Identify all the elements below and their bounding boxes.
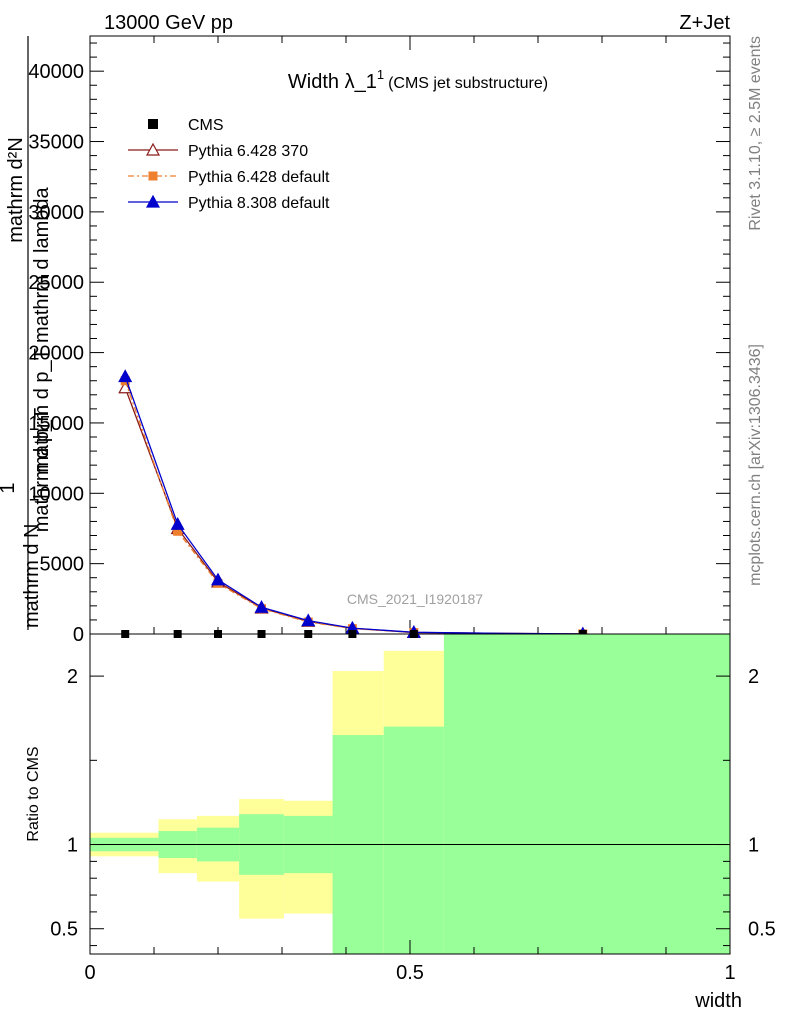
title-superscript: 1 — [377, 67, 384, 82]
legend-marker — [148, 171, 158, 181]
ratio-y-tick-label-right: 0.5 — [748, 919, 776, 941]
series-point — [301, 613, 316, 627]
x-tick-label: 0.5 — [396, 962, 424, 984]
main-y-tick-label: 0 — [73, 624, 84, 646]
main-y-axis: 0 5000 10000 15000 20000 25000 30000 35000 40000 — [28, 36, 731, 646]
ratio-y-tick-label: 1 — [67, 835, 78, 857]
series-point — [254, 600, 269, 613]
x-tick-label: 1 — [724, 962, 735, 984]
legend-marker — [148, 119, 158, 129]
rivet-version-label: Rivet 3.1.10, ≥ 2.5M events — [747, 36, 764, 231]
series-point — [170, 516, 185, 530]
main-y-tick-label: 5000 — [40, 554, 85, 576]
ratio-y-axis-label: Ratio to CMS — [25, 746, 42, 841]
legend-label: CMS — [188, 117, 224, 134]
ratio-inner-band — [443, 634, 730, 954]
main-y-label-line: mathrm d p_T mathrm d lambda — [31, 186, 53, 472]
legend-label: Pythia 6.428 370 — [188, 143, 308, 160]
header-energy-label: 13000 GeV pp — [104, 12, 233, 34]
legend-entry: Pythia 6.428 370 — [128, 142, 308, 160]
x-axis-label: width — [694, 990, 742, 1012]
ratio-inner-band — [383, 726, 444, 954]
main-chart-title: Width λ_11 (CMS jet substructure) — [288, 67, 548, 93]
ratio-y-tick-label: 0.5 — [50, 919, 78, 941]
main-y-tick-label: 10000 — [28, 483, 84, 505]
legend: CMS Pythia 6.428 370 Pythia 6.428 default P… — [128, 117, 330, 212]
main-y-label-line: mathrm d²N — [5, 137, 27, 243]
main-y-tick-label: 40000 — [28, 61, 84, 83]
title-main: Width λ_1 — [288, 71, 377, 93]
legend-label: Pythia 6.428 default — [188, 169, 330, 186]
ratio-y-tick-label: 2 — [67, 666, 78, 688]
ratio-y-tick-label-right: 2 — [748, 666, 759, 688]
legend-entry: Pythia 6.428 default — [128, 169, 330, 186]
header-process-label: Z+Jet — [679, 12, 730, 34]
ratio-y-tick-label-right: 1 — [748, 835, 759, 857]
ratio-plot-frame — [89, 633, 731, 955]
legend-marker — [145, 142, 161, 156]
main-plot: 0 5000 10000 15000 20000 25000 30000 35000 40000… — [0, 35, 731, 646]
main-y-tick-label: 35000 — [28, 132, 84, 154]
ratio-bands — [90, 634, 730, 954]
main-y-tick-label: 30000 — [28, 202, 84, 224]
legend-label: Pythia 8.308 default — [188, 195, 330, 212]
watermark-label: CMS_2021_I1920187 — [347, 591, 483, 607]
main-y-axis-label: mathrm d²N mathrm d p_T mathrm d lambdama… — [0, 36, 53, 630]
legend-entry: Pythia 8.308 default — [128, 194, 330, 212]
main-y-label-line: mathrm d N — [21, 524, 43, 628]
x-tick-label: 0 — [84, 962, 95, 984]
main-y-tick-label: 25000 — [28, 272, 84, 294]
main-y-label-line: 1 — [0, 482, 19, 493]
ratio-plot: 0.5 0.5 1 1 2 2 0 0.5 1 Ratio to CMS width — [25, 633, 776, 1012]
main-y-label-line: mathrm d p_T — [31, 408, 53, 532]
legend-entry: CMS — [148, 117, 224, 134]
main-plot-frame — [89, 35, 731, 635]
series-point — [118, 369, 133, 383]
title-subtitle: (CMS jet substructure) — [388, 75, 548, 92]
mcplots-label: mcplots.cern.ch [arXiv:1306.3436] — [747, 344, 764, 586]
main-y-tick-label: 15000 — [28, 413, 84, 435]
series-point — [210, 572, 226, 586]
main-y-tick-label: 20000 — [28, 343, 84, 365]
legend-marker — [145, 194, 161, 208]
